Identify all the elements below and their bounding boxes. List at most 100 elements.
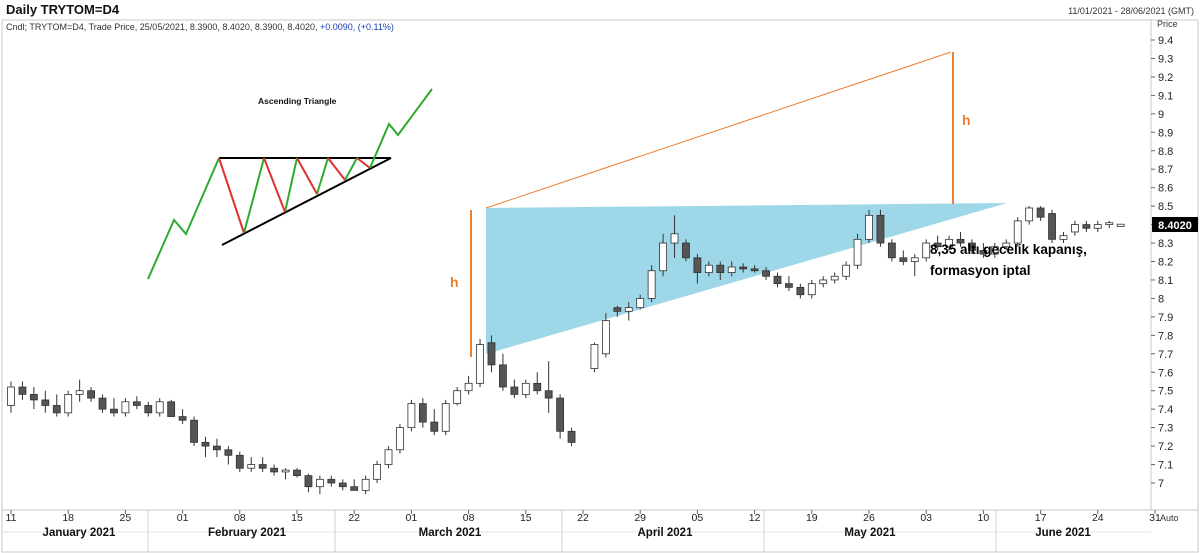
candle-body bbox=[464, 382, 473, 392]
x-tick-label: 01 bbox=[406, 512, 418, 524]
x-tick-label: 15 bbox=[291, 512, 303, 524]
candle bbox=[87, 387, 95, 402]
candle bbox=[624, 302, 633, 321]
h-label-left: h bbox=[450, 274, 459, 290]
candle bbox=[704, 261, 713, 277]
candle-body bbox=[853, 238, 862, 266]
y-tick-label: 7.5 bbox=[1158, 386, 1173, 398]
candle-body bbox=[441, 403, 450, 432]
chart-frame bbox=[1, 19, 1199, 553]
support-line bbox=[221, 157, 392, 246]
swing-down-5 bbox=[356, 157, 371, 169]
candle-body bbox=[1082, 224, 1091, 229]
candle-body bbox=[556, 397, 565, 432]
candle-body bbox=[807, 283, 816, 296]
candle bbox=[350, 479, 359, 491]
candle-body bbox=[773, 275, 782, 285]
swing-up-4 bbox=[344, 157, 358, 181]
candle bbox=[968, 239, 976, 255]
candle-body bbox=[727, 266, 736, 273]
x-tick-label: 15 bbox=[520, 512, 532, 524]
candle bbox=[1071, 220, 1079, 236]
candle bbox=[1105, 220, 1114, 229]
legend-line: Cndl; TRYTOM=D4, Trade Price, 25/05/2021… bbox=[6, 22, 394, 32]
y-axis-ticks: 9.49.39.29.198.98.88.78.68.58.48.38.28.1… bbox=[1151, 35, 1173, 490]
swing-up-2 bbox=[284, 157, 298, 213]
candle bbox=[235, 451, 244, 472]
candle-body bbox=[293, 469, 301, 477]
candle-body bbox=[887, 242, 896, 259]
candle bbox=[441, 399, 450, 436]
candle bbox=[601, 313, 610, 358]
candle bbox=[52, 394, 61, 417]
candle-body bbox=[373, 464, 381, 480]
candle-body bbox=[567, 430, 576, 443]
candle-body bbox=[819, 279, 828, 285]
legend-prefix: Cndl; TRYTOM=D4, Trade Price, 25/05/2021… bbox=[6, 22, 320, 32]
candle bbox=[533, 372, 542, 395]
y-tick-label: 9 bbox=[1158, 109, 1164, 121]
candle bbox=[876, 209, 885, 247]
candle-body bbox=[1036, 207, 1045, 218]
candle-body bbox=[418, 403, 427, 423]
candle bbox=[281, 468, 290, 480]
note-line-1: 8,35 altı gecelik kapanış, bbox=[930, 242, 1087, 257]
candle-body bbox=[785, 283, 793, 288]
candle-body bbox=[190, 419, 198, 443]
candle bbox=[430, 409, 439, 436]
pattern-schematic: Ascending Triangle bbox=[147, 88, 433, 280]
x-axis-ticks: 11 18 25 01 08 15 22 01 08 15 22 29 05 12 19 26 03 10 17 24… bbox=[6, 510, 1161, 524]
candle-body bbox=[945, 238, 953, 248]
candle bbox=[853, 233, 862, 269]
candle bbox=[201, 436, 210, 458]
candle bbox=[121, 398, 130, 417]
candle-body bbox=[144, 405, 153, 414]
candle-body bbox=[796, 286, 805, 296]
y-tick-label: 9.4 bbox=[1158, 35, 1173, 47]
candle bbox=[510, 379, 519, 399]
candle-body bbox=[876, 214, 885, 244]
candle-body bbox=[682, 242, 690, 259]
candle bbox=[1025, 206, 1034, 225]
candle-body bbox=[315, 478, 324, 488]
candle-body bbox=[98, 397, 107, 410]
auto-scale-label[interactable]: Auto bbox=[1160, 513, 1179, 523]
x-tick-label: 08 bbox=[234, 512, 246, 524]
y-tick-label: 7.6 bbox=[1158, 367, 1173, 379]
candle bbox=[98, 394, 107, 413]
candle-body bbox=[224, 449, 233, 456]
y-tick-label: 9.3 bbox=[1158, 53, 1173, 65]
x-tick-label: 17 bbox=[1035, 512, 1047, 524]
candle bbox=[842, 261, 851, 280]
candle bbox=[830, 272, 839, 284]
candle-body bbox=[704, 264, 713, 273]
candle bbox=[453, 387, 462, 406]
candle-body bbox=[636, 298, 645, 309]
candle bbox=[361, 475, 370, 495]
candle bbox=[41, 390, 50, 413]
candle bbox=[659, 233, 667, 277]
candle bbox=[1116, 223, 1125, 227]
candle-body bbox=[533, 382, 542, 392]
x-tick-label: 22 bbox=[577, 512, 589, 524]
candle-body bbox=[41, 399, 50, 406]
month-label: March 2021 bbox=[419, 527, 482, 539]
month-label: February 2021 bbox=[208, 527, 287, 539]
candle-body bbox=[64, 393, 73, 414]
candle-body bbox=[361, 478, 370, 491]
candle bbox=[178, 409, 187, 424]
candle bbox=[213, 438, 221, 458]
candle bbox=[338, 479, 347, 491]
candle-body bbox=[590, 344, 599, 369]
y-tick-label: 8.2 bbox=[1158, 257, 1173, 269]
h-label-right: h bbox=[962, 112, 971, 128]
candle-body bbox=[384, 449, 393, 465]
candle-body bbox=[247, 464, 256, 469]
candle bbox=[693, 254, 702, 284]
candle bbox=[315, 475, 324, 495]
candle-body bbox=[453, 390, 462, 405]
candle bbox=[1002, 239, 1011, 251]
price-axis-label: Price bbox=[1157, 19, 1178, 29]
candle-body bbox=[87, 390, 95, 399]
